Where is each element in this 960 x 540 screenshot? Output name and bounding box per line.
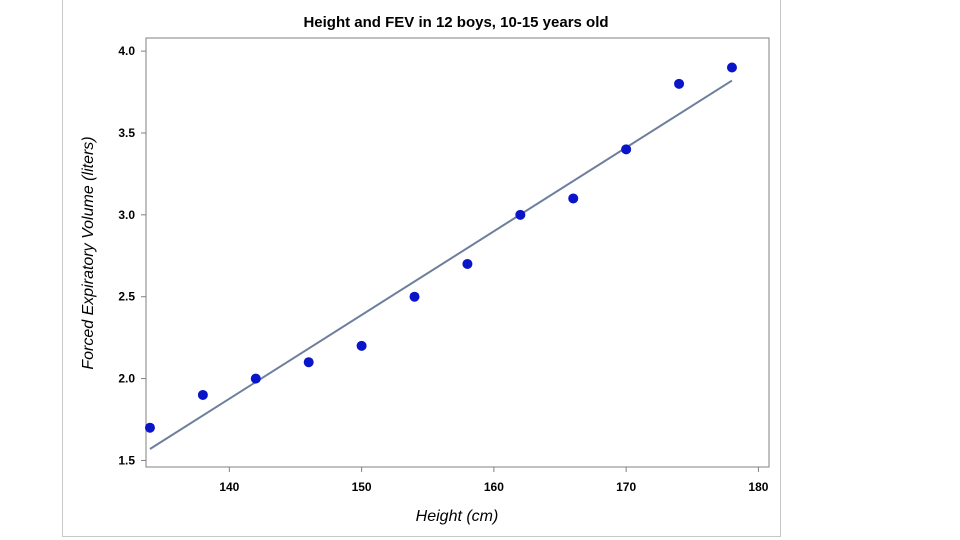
data-point (726, 62, 737, 73)
data-point (568, 193, 579, 204)
data-point (674, 78, 685, 89)
axis-ticks: 140 150 160 170 180 1.5 2.0 2.5 3.0 3.5 4.0 (118, 44, 768, 494)
x-axis-label: Height (cm) (416, 508, 499, 525)
chart-title: Height and FEV in 12 boys, 10-15 years o… (303, 14, 608, 31)
x-tick-label: 180 (748, 480, 768, 494)
x-tick-label: 140 (219, 480, 239, 494)
y-tick-label: 3.5 (118, 126, 135, 140)
data-point (356, 340, 367, 351)
y-axis-label: Forced Expiratory Volume (liters) (80, 136, 97, 369)
y-tick-label: 2.5 (118, 290, 135, 304)
data-point (303, 357, 314, 368)
data-point (621, 144, 632, 155)
y-tick-label: 2.0 (118, 372, 135, 386)
data-point (197, 389, 208, 400)
data-point (409, 291, 420, 302)
y-tick-label: 4.0 (118, 44, 135, 58)
data-point (144, 422, 155, 433)
x-tick-label: 170 (616, 480, 636, 494)
plot-area (145, 37, 770, 468)
data-point (250, 373, 261, 384)
data-points (144, 62, 737, 433)
regression-line (149, 79, 733, 450)
y-tick-label: 3.0 (118, 208, 135, 222)
x-tick-label: 150 (352, 480, 372, 494)
data-point (462, 258, 473, 269)
x-tick-label: 160 (484, 480, 504, 494)
chart-frame (62, 0, 781, 537)
data-point (515, 209, 526, 220)
y-tick-label: 1.5 (118, 453, 135, 467)
regression-line-group (149, 79, 733, 450)
